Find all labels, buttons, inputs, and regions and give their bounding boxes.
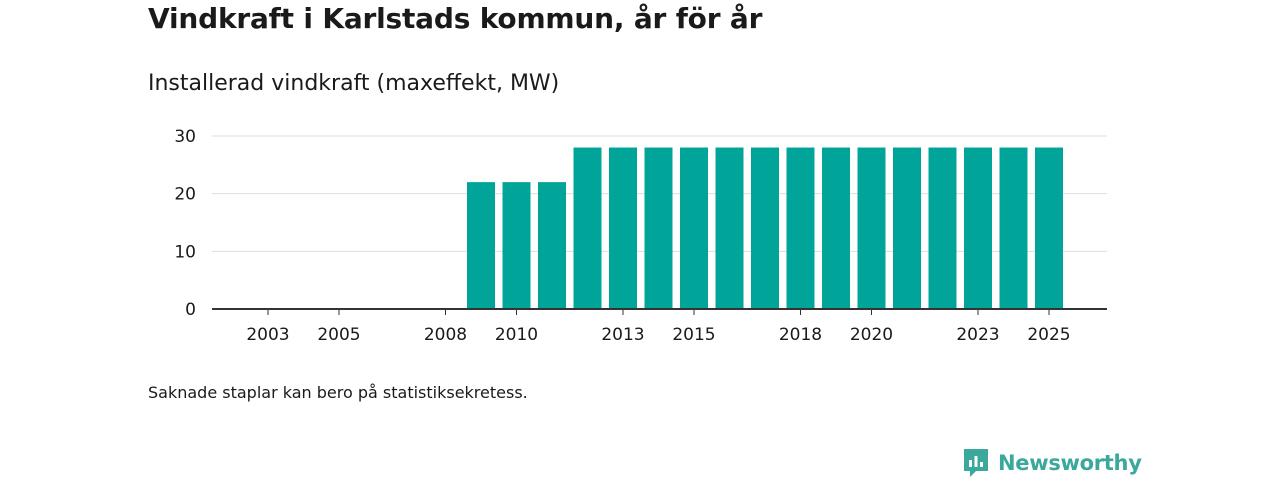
bar-2015[interactable] [680,147,708,309]
bar-2012[interactable] [573,147,602,309]
bar-2014[interactable] [644,147,673,309]
x-tick-label-2025: 2025 [1027,325,1070,345]
chart-title: Vindkraft i Karlstads kommun, år för år [148,2,763,35]
bar-2021[interactable] [893,147,921,309]
bar-2011[interactable] [538,182,566,309]
x-tick-label-2010: 2010 [495,325,538,345]
bar-2010[interactable] [502,182,531,309]
bar-2009[interactable] [467,182,495,309]
bar-2013[interactable] [609,147,637,309]
x-tick-label-2005: 2005 [317,325,360,345]
x-tick-labels: 2003 2005 2008 2010 2013 2015 2018 2020 2023 2025 [246,309,1071,345]
x-tick-label-2015: 2015 [672,325,715,345]
footnote: Saknade staplar kan bero på statistiksek… [148,383,528,402]
bar-2020[interactable] [857,147,886,309]
bar-2025[interactable] [1035,147,1063,309]
brand[interactable]: Newsworthy [962,447,1142,479]
x-tick-label-2003: 2003 [246,325,289,345]
brand-name: Newsworthy [998,451,1142,475]
bars [467,147,1063,309]
y-tick-label-30: 30 [174,127,196,147]
newsworthy-logo-icon [964,449,988,477]
x-tick-label-2013: 2013 [601,325,644,345]
bar-2018[interactable] [786,147,815,309]
x-tick-label-2023: 2023 [956,325,999,345]
y-tick-label-10: 10 [174,242,196,262]
x-tick-label-2020: 2020 [850,325,893,345]
bar-2024[interactable] [999,147,1028,309]
x-tick-label-2008: 2008 [424,325,467,345]
bar-2016[interactable] [715,147,744,309]
bar-2023[interactable] [964,147,992,309]
bar-2017[interactable] [751,147,779,309]
y-tick-labels: 0 10 20 30 [174,127,196,320]
x-tick-label-2018: 2018 [779,325,822,345]
y-tick-label-0: 0 [185,300,196,320]
bar-2019[interactable] [822,147,850,309]
chart-subtitle: Installerad vindkraft (maxeffekt, MW) [148,71,560,96]
bar-2022[interactable] [928,147,957,309]
y-tick-label-20: 20 [174,185,196,205]
